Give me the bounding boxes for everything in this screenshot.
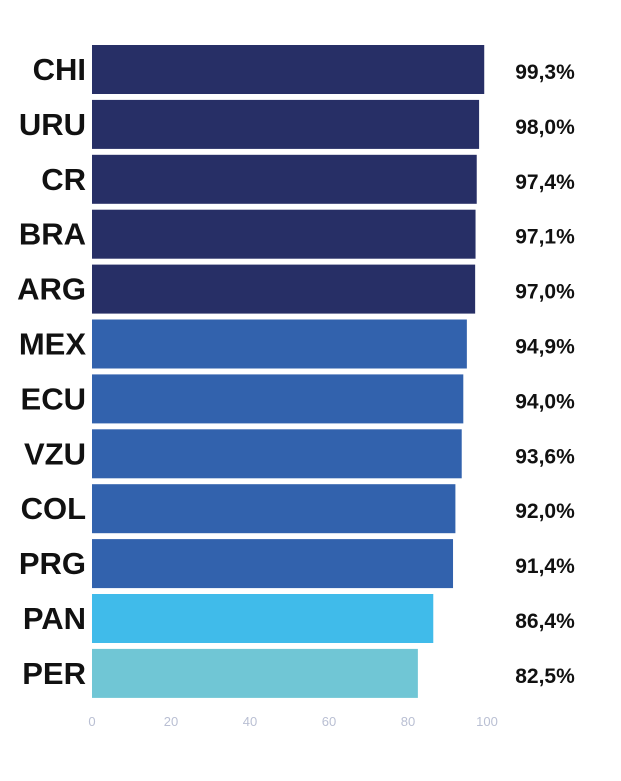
bar-uru [92, 99, 480, 149]
bar-prg [92, 539, 454, 589]
category-label-vzu: VZU [24, 436, 86, 471]
category-label-col: COL [21, 491, 86, 526]
value-label-arg: 97,0% [515, 281, 575, 304]
bar-bra [92, 209, 476, 259]
bar-pan [92, 594, 434, 643]
value-label-chi: 99,3% [515, 61, 575, 84]
value-label-pan: 86,4% [515, 610, 575, 633]
bar-ecu [92, 374, 464, 424]
bar-cr [92, 154, 477, 204]
value-label-col: 92,0% [515, 500, 575, 523]
x-tick-label-80: 80 [401, 714, 415, 729]
x-tick-label-60: 60 [322, 714, 336, 729]
bar-col [92, 484, 456, 534]
category-label-chi: CHI [33, 52, 86, 87]
value-label-bra: 97,1% [515, 226, 575, 249]
value-label-mex: 94,9% [515, 336, 575, 359]
category-label-arg: ARG [17, 272, 86, 307]
value-label-vzu: 93,6% [515, 445, 575, 468]
value-labels: 99,3% 98,0% 97,4% 97,1% 97,0% 94,9% 94,0% 93,6%… [515, 61, 575, 688]
category-label-prg: PRG [19, 546, 86, 581]
bars-layer [92, 45, 485, 698]
value-label-uru: 98,0% [515, 116, 575, 139]
value-label-prg: 91,4% [515, 555, 575, 578]
category-label-uru: URU [19, 107, 86, 142]
category-label-pan: PAN [23, 601, 86, 636]
x-tick-label-40: 40 [243, 714, 257, 729]
x-tick-label-20: 20 [164, 714, 178, 729]
x-axis: 0 20 40 60 80 100 [88, 714, 497, 729]
bar-mex [92, 319, 467, 369]
value-label-per: 82,5% [515, 665, 575, 688]
value-label-ecu: 94,0% [515, 390, 575, 413]
value-label-cr: 97,4% [515, 171, 575, 194]
x-tick-label-0: 0 [88, 714, 95, 729]
x-tick-label-100: 100 [476, 714, 498, 729]
bar-per [92, 648, 418, 698]
category-label-bra: BRA [19, 217, 86, 252]
category-label-ecu: ECU [21, 381, 86, 416]
bar-chi [92, 45, 485, 94]
category-labels: CHI URU CR BRA ARG MEX ECU VZU COL PRG PAN PER [17, 52, 86, 691]
category-label-cr: CR [41, 162, 86, 197]
bar-arg [92, 264, 476, 314]
bar-vzu [92, 429, 462, 479]
category-label-mex: MEX [19, 327, 87, 362]
category-label-per: PER [22, 656, 86, 691]
